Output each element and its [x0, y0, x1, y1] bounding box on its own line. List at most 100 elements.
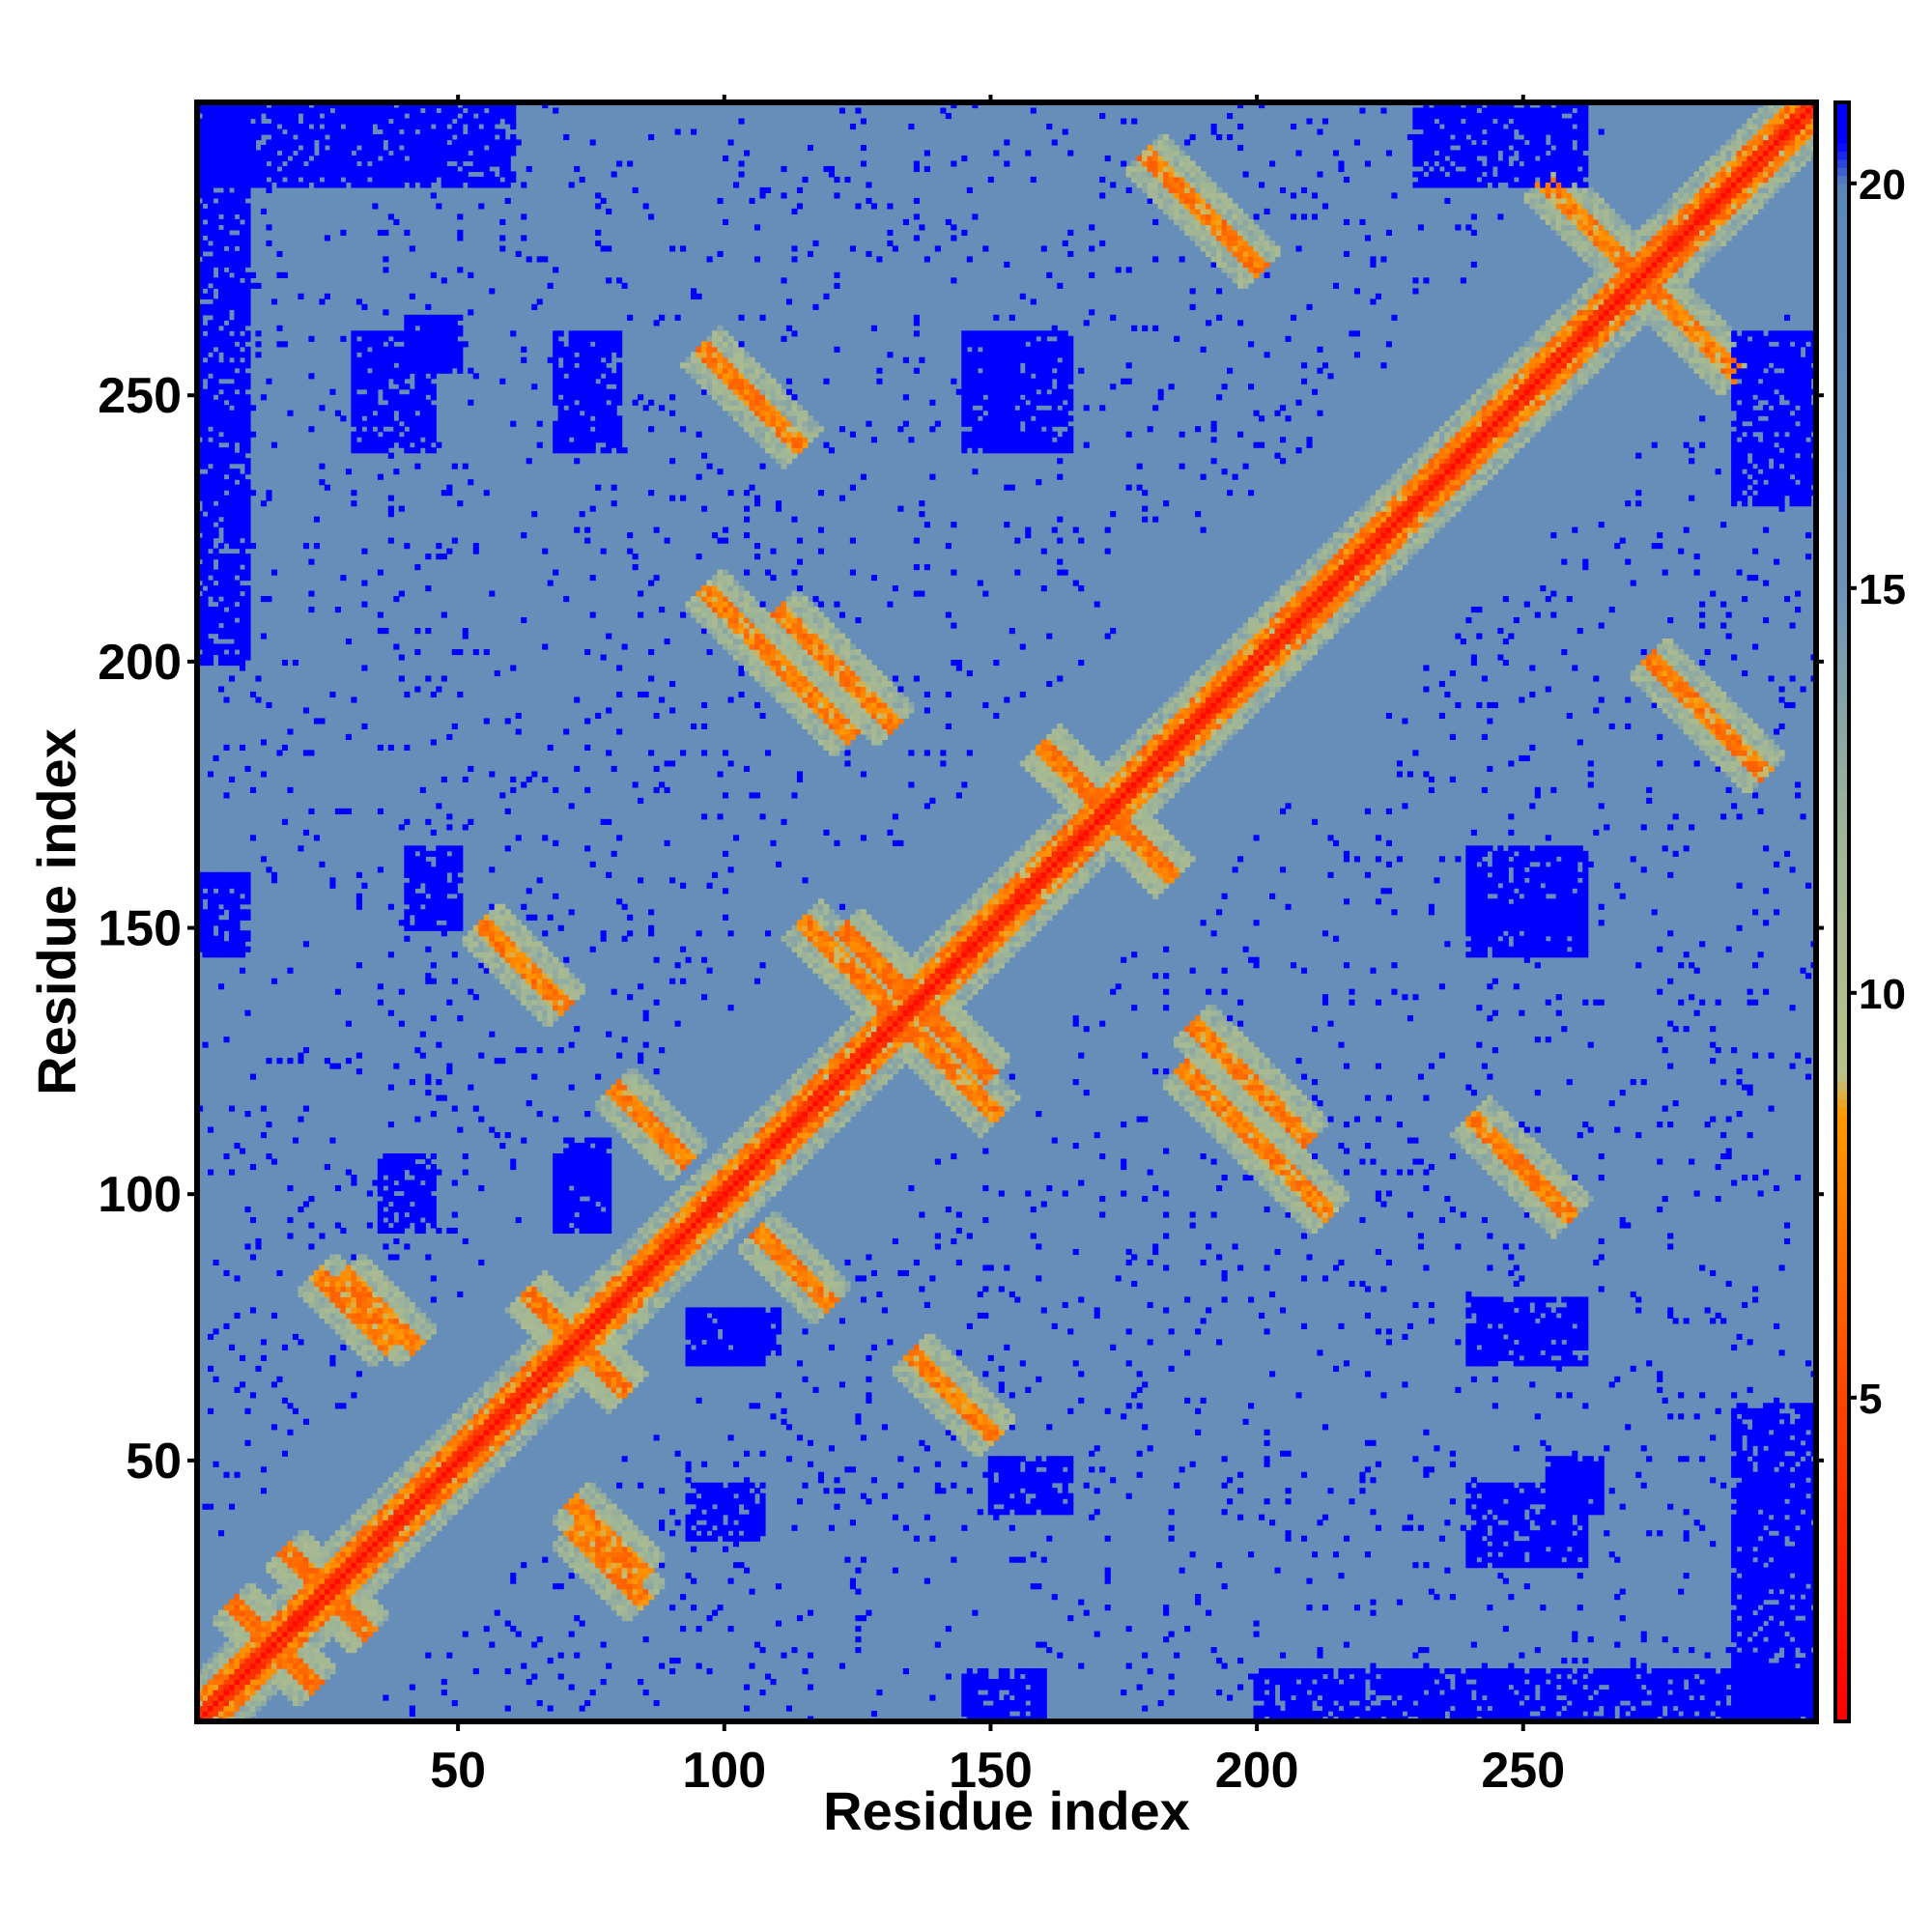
heatmap-cell: [606, 1381, 612, 1388]
heatmap-cell: [568, 1498, 575, 1505]
heatmap-cell: [1321, 1690, 1329, 1696]
heatmap-cell: [669, 1605, 676, 1611]
heatmap-cell: [1742, 1705, 1748, 1712]
heatmap-cell: [627, 1530, 634, 1537]
heatmap-cell: [987, 1694, 994, 1701]
heatmap-cell: [244, 1594, 251, 1601]
heatmap-cell: [1789, 1445, 1796, 1452]
heatmap-cell: [733, 1524, 740, 1531]
heatmap-cell: [727, 1503, 734, 1510]
heatmap-cell: [1025, 1488, 1032, 1494]
heatmap-cell: [1731, 1562, 1738, 1569]
heatmap-cell: [270, 1631, 278, 1637]
heatmap-cell: [440, 1439, 447, 1446]
heatmap-cell: [1221, 1456, 1228, 1463]
heatmap-cell: [1406, 1700, 1413, 1707]
heatmap-cell: [1067, 1503, 1074, 1510]
heatmap-cell: [521, 1376, 527, 1382]
heatmap-cell: [440, 1450, 447, 1457]
heatmap-cell: [902, 1524, 909, 1531]
heatmap-cell: [706, 1498, 713, 1505]
heatmap-cell: [292, 1407, 299, 1414]
heatmap-cell: [940, 1381, 947, 1388]
heatmap-cell: [383, 1482, 389, 1489]
heatmap-cell: [1519, 1711, 1525, 1718]
heatmap-cell: [1742, 1509, 1748, 1516]
heatmap-cell: [584, 1524, 591, 1531]
heatmap-cell: [1321, 1705, 1329, 1712]
heatmap-cell: [462, 1429, 469, 1435]
heatmap-cell: [281, 1605, 289, 1611]
heatmap-cell: [600, 1524, 607, 1531]
heatmap-cell: [1561, 1461, 1568, 1467]
heatmap-cell: [1742, 1679, 1748, 1686]
heatmap-cell: [329, 1631, 336, 1637]
heatmap-cell: [993, 1492, 1000, 1499]
heatmap-cell: [1353, 1690, 1361, 1696]
heatmap-cell: [462, 1439, 469, 1446]
heatmap-cell: [1168, 1535, 1175, 1542]
heatmap-cell: [1545, 1498, 1551, 1505]
heatmap-cell: [542, 1556, 549, 1563]
heatmap-cell: [298, 1679, 304, 1686]
heatmap-cell: [627, 1556, 634, 1563]
heatmap-cell: [1036, 1700, 1042, 1707]
heatmap-cell: [483, 1407, 490, 1414]
heatmap-cell: [595, 1556, 602, 1563]
heatmap-cell: [504, 1413, 511, 1420]
heatmap-cell: [1784, 1694, 1791, 1701]
heatmap-cell: [1040, 1668, 1047, 1675]
heatmap-cell: [383, 1556, 389, 1563]
heatmap-cell: [366, 1605, 373, 1611]
heatmap-cell: [1731, 1626, 1738, 1633]
heatmap-cell: [1168, 1673, 1175, 1680]
heatmap-cell: [1036, 1705, 1042, 1712]
heatmap-cell: [738, 1562, 745, 1569]
heatmap-cell: [1736, 1588, 1743, 1595]
heatmap-cell: [685, 1520, 692, 1526]
heatmap-cell: [319, 1673, 326, 1680]
heatmap-cell: [270, 1424, 278, 1431]
heatmap-cell: [966, 1413, 973, 1420]
heatmap-cell: [1805, 1705, 1812, 1712]
heatmap-cell: [972, 1407, 979, 1414]
heatmap-cell: [355, 1605, 362, 1611]
heatmap-cell: [287, 1658, 294, 1664]
heatmap-cell: [1657, 1530, 1663, 1537]
heatmap-cell: [1768, 1450, 1775, 1457]
heatmap-cell: [945, 1397, 952, 1404]
heatmap-cell: [281, 1567, 289, 1574]
heatmap-cell: [1805, 1471, 1812, 1478]
heatmap-cell: [1412, 1668, 1419, 1675]
heatmap-cell: [409, 1482, 415, 1489]
heatmap-cell: [621, 1562, 628, 1569]
heatmap-cell: [292, 1562, 299, 1569]
heatmap-cell: [489, 1413, 496, 1420]
heatmap-cell: [313, 1588, 320, 1595]
heatmap-cell: [659, 1662, 666, 1669]
heatmap-cell: [972, 1450, 979, 1457]
heatmap-cell: [1550, 1492, 1557, 1499]
heatmap-cell: [1476, 1700, 1483, 1707]
heatmap-cell: [1359, 1684, 1366, 1690]
heatmap-cell: [1338, 1694, 1345, 1701]
heatmap-cell: [1763, 1471, 1770, 1478]
heatmap-cell: [1800, 1461, 1806, 1467]
heatmap-cell: [419, 1461, 426, 1467]
heatmap-cell: [260, 1679, 268, 1686]
heatmap-cell: [1321, 1694, 1329, 1701]
heatmap-cell: [1121, 1413, 1127, 1420]
heatmap-cell: [1725, 1679, 1732, 1686]
heatmap-cell: [446, 1445, 453, 1452]
heatmap-cell: [1763, 1466, 1770, 1473]
heatmap-cell: [849, 1577, 856, 1584]
heatmap-cell: [1608, 1679, 1615, 1686]
heatmap-cell: [1800, 1514, 1806, 1520]
heatmap-cell: [1763, 1520, 1770, 1526]
heatmap-cell: [743, 1498, 751, 1505]
heatmap-cell: [308, 1662, 315, 1669]
heatmap-cell: [372, 1609, 379, 1616]
heatmap-cell: [595, 1365, 602, 1372]
heatmap-cell: [1406, 1684, 1413, 1690]
heatmap-cell: [276, 1652, 283, 1659]
